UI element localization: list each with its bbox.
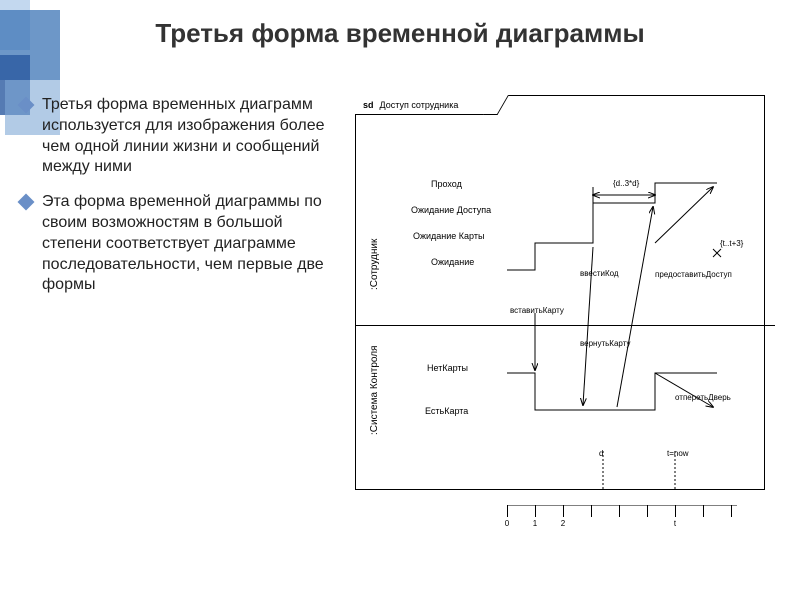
bullet-list: Третья форма временных диаграмм использу…: [20, 95, 330, 310]
time-axis: 0 1 2 t: [507, 505, 747, 535]
slide-title: Третья форма временной диаграммы: [0, 18, 800, 49]
tick-label: 2: [561, 519, 565, 528]
timing-diagram: sd Доступ сотрудника :Сотрудник :Система…: [355, 95, 775, 560]
bullet-text: Эта форма временной диаграммы по своим в…: [42, 193, 324, 293]
bullet-text: Третья форма временных диаграмм использу…: [42, 96, 324, 175]
bullet-icon: [18, 194, 35, 211]
bullet-item: Эта форма временной диаграммы по своим в…: [20, 192, 330, 296]
bullet-item: Третья форма временных диаграмм использу…: [20, 95, 330, 178]
tick-label: t: [674, 519, 676, 528]
tick-label: 1: [533, 519, 537, 528]
bullet-icon: [18, 97, 35, 114]
diagram-svg: [355, 95, 775, 560]
tick-label: 0: [505, 519, 509, 528]
